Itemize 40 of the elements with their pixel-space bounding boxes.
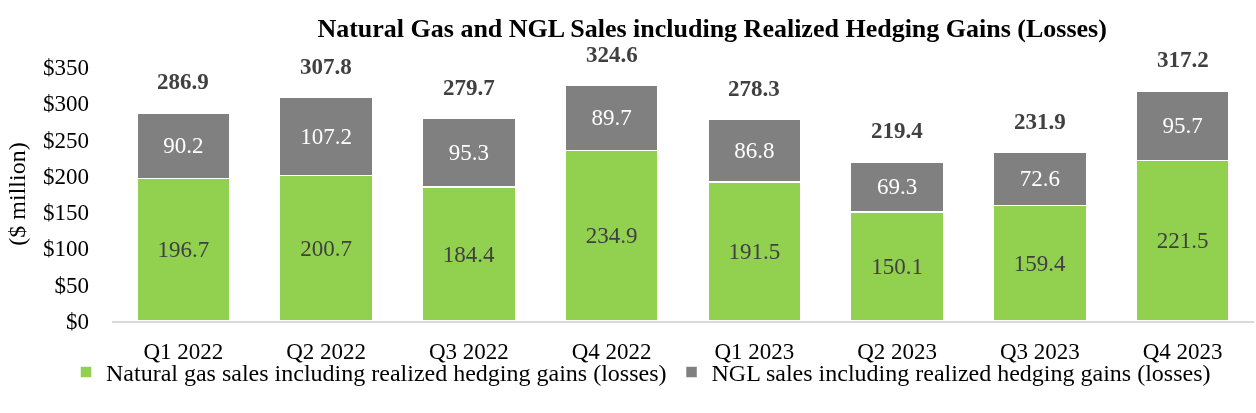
y-tick-label: $300 [43, 91, 89, 117]
y-tick-label: $50 [54, 272, 89, 298]
total-label: 279.7 [443, 75, 495, 100]
x-tick-label: Q4 2023 [1142, 338, 1223, 364]
data-label: 95.3 [448, 140, 489, 166]
data-label: 184.4 [442, 241, 495, 267]
data-label: 86.8 [734, 138, 775, 164]
data-label: 90.2 [163, 133, 204, 159]
data-label: 159.4 [1013, 250, 1066, 276]
y-tick-label: $350 [43, 55, 89, 81]
y-axis-title: ($ million) [4, 142, 31, 246]
y-tick-label: $150 [43, 200, 89, 226]
x-tick-label: Q3 2023 [999, 338, 1080, 364]
chart-title: Natural Gas and NGL Sales including Realized Hedging Gains (Losses) [317, 14, 1107, 44]
data-label: 72.6 [1019, 166, 1060, 192]
total-label: 324.6 [586, 42, 638, 67]
data-label: 150.1 [871, 254, 923, 280]
total-label: 231.9 [1014, 109, 1066, 134]
y-tick-label: $100 [43, 236, 89, 262]
data-label: 69.3 [877, 174, 918, 200]
y-tick-label: $200 [43, 163, 89, 189]
data-label: 234.9 [585, 223, 638, 249]
data-label: 191.5 [728, 239, 781, 265]
y-tick-label: $250 [43, 127, 89, 153]
total-label: 219.4 [871, 118, 924, 143]
data-label: 89.7 [591, 105, 632, 131]
y-tick-label: $0 [66, 309, 89, 335]
total-label: 317.2 [1157, 47, 1209, 72]
x-tick-label: Q2 2023 [857, 338, 938, 364]
data-label: 107.2 [300, 123, 352, 149]
data-label: 95.7 [1162, 113, 1203, 139]
total-label: 307.8 [300, 54, 352, 79]
x-tick-label: Q3 2022 [428, 338, 509, 364]
total-label: 286.9 [157, 69, 209, 94]
data-label: 196.7 [157, 237, 210, 263]
data-label: 221.5 [1156, 228, 1209, 254]
x-tick-label: Q4 2022 [571, 338, 652, 364]
data-label: 200.7 [300, 235, 352, 261]
total-label: 278.3 [728, 76, 780, 101]
x-tick-label: Q2 2022 [286, 338, 367, 364]
